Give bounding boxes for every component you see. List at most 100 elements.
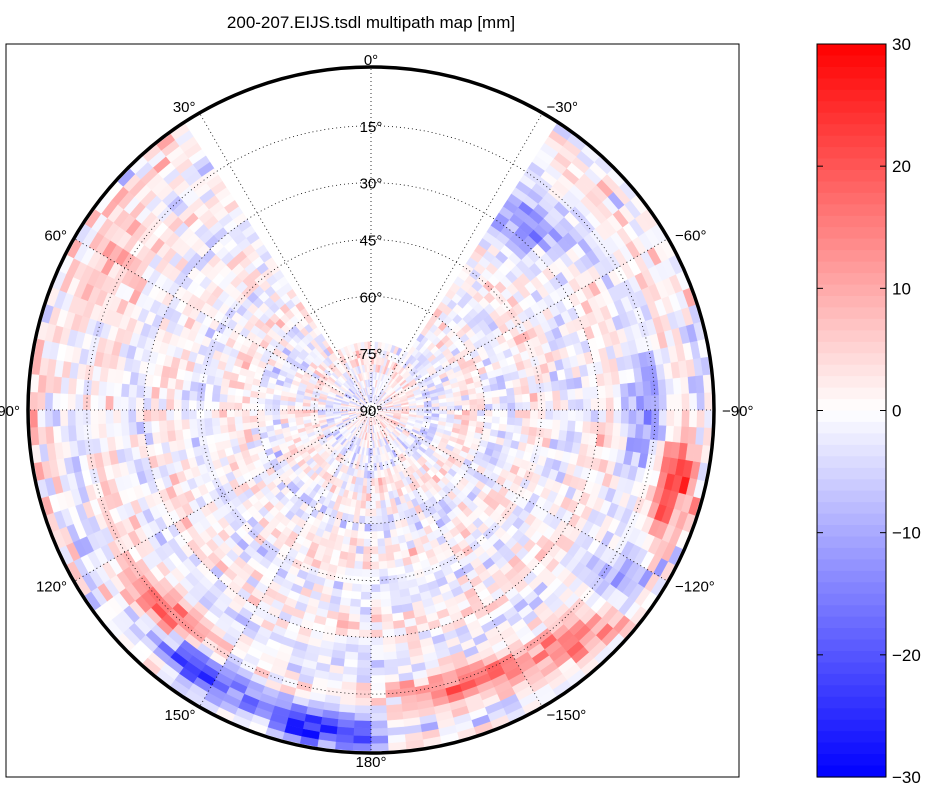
multipath-cell	[370, 553, 380, 562]
multipath-cell	[347, 551, 357, 561]
multipath-cell	[370, 651, 385, 661]
multipath-cell	[605, 397, 614, 411]
multipath-cell	[272, 409, 281, 416]
multipath-cell	[143, 421, 153, 435]
multipath-cell	[370, 629, 384, 638]
multipath-cell	[469, 404, 478, 411]
multipath-cell	[166, 409, 175, 421]
multipath-cell	[204, 383, 215, 394]
multipath-cell	[597, 397, 607, 411]
azimuth-label: 90°	[0, 403, 20, 420]
multipath-cell	[468, 420, 477, 427]
multipath-cell	[378, 552, 388, 562]
multipath-cell	[362, 561, 372, 570]
multipath-cell	[384, 536, 393, 546]
colorbar-segment	[817, 307, 886, 320]
multipath-cell	[226, 394, 236, 404]
multipath-cell	[241, 409, 251, 417]
multipath-cell	[490, 422, 500, 431]
multipath-cell	[370, 583, 381, 593]
multipath-cell	[496, 429, 506, 439]
multipath-cell	[234, 395, 244, 404]
multipath-cell	[105, 423, 116, 438]
multipath-cell	[279, 400, 289, 406]
multipath-cell	[505, 387, 515, 396]
colorbar-segment	[817, 467, 886, 480]
colorbar-segment	[817, 513, 886, 526]
multipath-cell	[287, 405, 296, 411]
multipath-cell	[181, 409, 190, 421]
multipath-cell	[358, 629, 372, 638]
multipath-cell	[626, 382, 637, 397]
multipath-cell	[242, 389, 252, 398]
multipath-cell	[597, 409, 607, 423]
colorbar-segment	[817, 605, 886, 618]
colorbar-segment	[817, 55, 886, 68]
multipath-cell	[491, 416, 500, 424]
multipath-cell	[557, 378, 568, 391]
multipath-cell	[189, 418, 198, 430]
multipath-cell	[604, 384, 614, 398]
multipath-cell	[370, 568, 380, 577]
multipath-cell	[360, 598, 372, 608]
multipath-cell	[97, 395, 107, 411]
colorbar-tick-label: 10	[892, 279, 911, 298]
multipath-cell	[673, 409, 682, 427]
multipath-cell	[498, 395, 508, 404]
multipath-cell	[75, 409, 84, 426]
multipath-cell	[380, 590, 392, 600]
colorbar-segment	[817, 101, 886, 114]
colorbar-segment	[817, 124, 886, 137]
colorbar-tick-label: −20	[892, 646, 921, 665]
multipath-cell	[257, 391, 267, 400]
multipath-cell	[611, 383, 621, 398]
multipath-cell	[219, 409, 228, 419]
multipath-cell	[105, 395, 114, 411]
multipath-cell	[37, 374, 48, 394]
multipath-cell	[665, 393, 675, 411]
multipath-cell	[366, 485, 372, 494]
multipath-cell	[354, 552, 364, 562]
multipath-cell	[544, 400, 554, 411]
multipath-cell	[628, 395, 637, 411]
colorbar-segment	[817, 250, 886, 263]
multipath-cell	[370, 667, 386, 676]
multipath-cell	[381, 620, 395, 630]
multipath-cell	[60, 393, 69, 411]
multipath-cell	[189, 381, 200, 393]
multipath-cell	[370, 500, 377, 509]
multipath-cell	[257, 409, 266, 417]
multipath-cell	[242, 416, 251, 424]
multipath-cell	[350, 598, 362, 608]
azimuth-label: −150°	[547, 707, 587, 724]
multipath-cell	[370, 477, 376, 487]
multipath-cell	[90, 395, 99, 411]
colorbar-segment	[817, 731, 886, 744]
multipath-cell	[499, 402, 508, 411]
multipath-cell	[370, 545, 379, 555]
multipath-cell	[287, 401, 296, 407]
multipath-cell	[29, 409, 39, 429]
multipath-cell	[189, 427, 200, 439]
multipath-cell	[343, 658, 359, 668]
multipath-cell	[694, 426, 705, 446]
multipath-cell	[360, 606, 372, 615]
multipath-cell	[272, 394, 282, 401]
multipath-cell	[370, 735, 389, 744]
multipath-cell	[52, 426, 63, 444]
multipath-cell	[527, 383, 538, 394]
multipath-cell	[551, 389, 561, 401]
multipath-cell	[382, 635, 396, 645]
multipath-cell	[378, 560, 388, 570]
colorbar-segment	[817, 364, 886, 377]
multipath-cell	[505, 424, 515, 433]
multipath-cell	[287, 409, 296, 415]
multipath-cell	[696, 392, 705, 411]
multipath-cell	[90, 409, 99, 425]
colorbar-segment	[817, 502, 886, 515]
multipath-cell	[136, 421, 146, 435]
multipath-cell	[352, 742, 372, 752]
multipath-cell	[522, 401, 531, 411]
multipath-cell	[657, 378, 667, 396]
multipath-cell	[367, 455, 372, 464]
